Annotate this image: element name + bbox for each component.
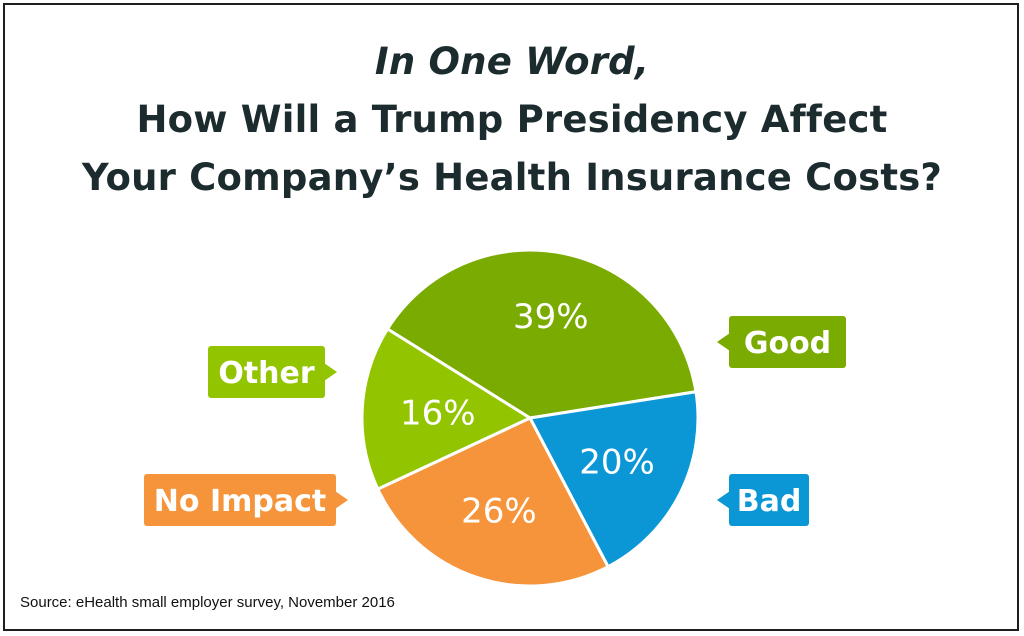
- pie-slice-other: [360, 327, 532, 491]
- callout-no-impact: No Impact: [144, 474, 348, 526]
- callout-pointer-bad: [717, 491, 730, 509]
- chart-title-line-2: How Will a Trump Presidency Affect: [136, 98, 888, 141]
- slice-percent-bad: 20%: [579, 443, 655, 483]
- chart-title-line-1: In One Word,: [374, 40, 650, 83]
- callout-box-good: [729, 316, 846, 368]
- callout-pointer-other: [324, 363, 337, 381]
- callout-pointer-no-impact: [335, 491, 348, 509]
- callout-bad: Bad: [717, 474, 809, 526]
- chart-title-line-3: Your Company’s Health Insurance Costs?: [81, 156, 943, 199]
- callout-label-other: Other: [218, 356, 315, 391]
- callout-other: Other: [208, 346, 337, 398]
- slice-percent-other: 16%: [400, 393, 476, 433]
- pie-slice-no-impact: [376, 416, 610, 588]
- slice-percent-good: 39%: [513, 297, 589, 337]
- callout-label-good: Good: [744, 326, 831, 361]
- pie-slice-bad: [528, 390, 700, 569]
- callout-good: Good: [717, 316, 846, 368]
- callout-box-bad: [729, 474, 809, 526]
- source-note: Source: eHealth small employer survey, N…: [20, 594, 395, 611]
- callout-label-bad: Bad: [737, 484, 802, 519]
- callout-pointer-good: [717, 333, 730, 351]
- callout-box-no-impact: [144, 474, 336, 526]
- callout-label-no-impact: No Impact: [154, 484, 326, 519]
- callout-box-other: [208, 346, 325, 398]
- slice-percent-no-impact: 26%: [461, 491, 537, 531]
